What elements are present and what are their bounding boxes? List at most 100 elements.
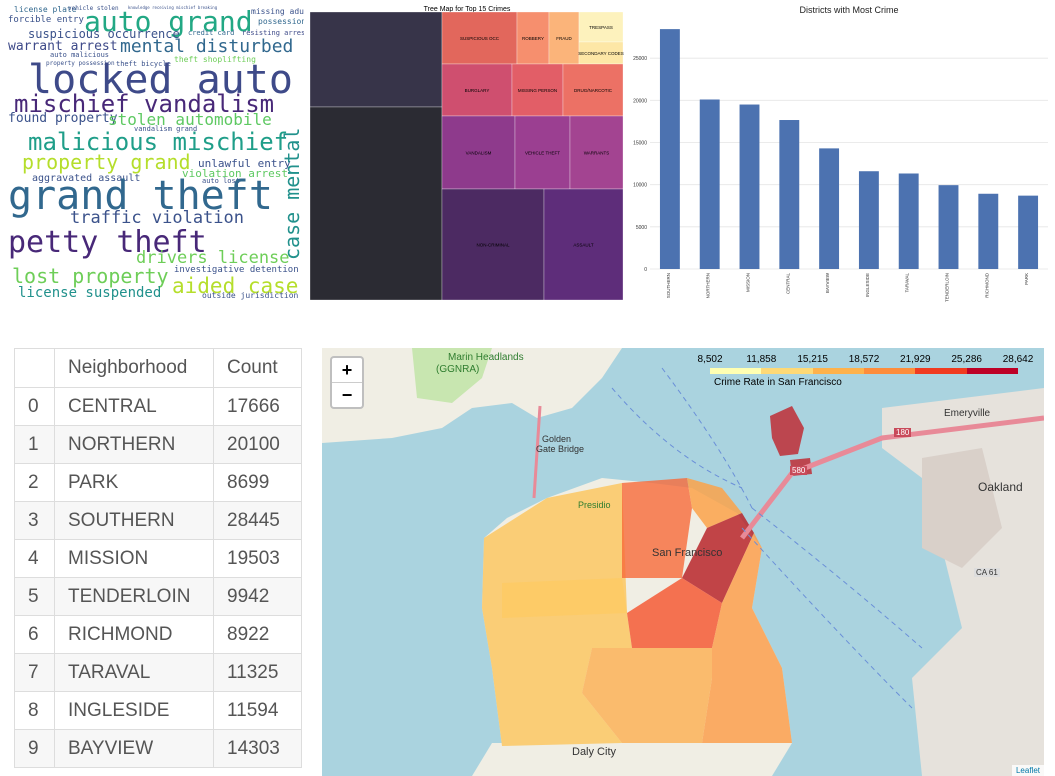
x-tick-label: PARK xyxy=(1024,273,1029,285)
treemap-cell-label: VEHICLE THEFT xyxy=(525,151,560,156)
crime-map[interactable]: + − 8,502 11,858 15,215 18,572 21,929 25,286 2… xyxy=(322,348,1044,776)
word-cloud-term: knowledge receiving mischief breaking xyxy=(128,5,218,10)
treemap-cell-label: FRAUD xyxy=(556,36,572,41)
bar-chart: Districts with Most Crime 0 5000 10000 15000… xyxy=(628,2,1055,302)
word-cloud-term: mental disturbed xyxy=(120,36,294,57)
row-index: 4 xyxy=(14,539,55,578)
row-neighborhood: SOUTHERN xyxy=(54,501,214,540)
x-tick-label: TARAVAL xyxy=(905,273,910,293)
district-central[interactable] xyxy=(687,478,742,528)
x-tick-label: TENDERLOIN xyxy=(945,273,950,302)
place-ggnra: (GGNRA) xyxy=(436,364,480,375)
route-180: 180 xyxy=(894,428,912,437)
chart-title: Districts with Most Crime xyxy=(799,5,898,15)
table-header-row: Neighborhood Count xyxy=(14,348,302,388)
bar xyxy=(938,185,959,269)
treemap-cell-label: SUSPICIOUS OCC xyxy=(460,36,500,41)
legend-ticks: 8,502 11,858 15,215 18,572 21,929 25,286 28,64… xyxy=(697,354,1033,368)
word-cloud-term: license suspended xyxy=(18,285,162,300)
district-mission[interactable] xyxy=(627,578,722,648)
row-count: 17666 xyxy=(213,387,302,426)
treemap-cell xyxy=(441,188,545,301)
word-cloud-term: locked auto xyxy=(28,57,293,103)
zoom-control: + − xyxy=(330,356,364,409)
bar xyxy=(739,104,760,270)
word-cloud-term: missing adult xyxy=(251,7,304,16)
treemap-cell xyxy=(543,188,624,301)
treemap-chart: Tree Map for Top 15 Crimes SUSPICIOUS OCC… xyxy=(310,2,624,302)
route-580: 580 xyxy=(790,466,808,475)
word-cloud-term: unlawful entry xyxy=(198,157,291,170)
treemap-cell-label: TRESPASS xyxy=(589,25,613,30)
word-cloud-term: found property xyxy=(8,111,118,126)
district-bayview[interactable] xyxy=(702,533,792,743)
legend-swatch xyxy=(710,368,762,374)
place-golden-gate-2: Gate Bridge xyxy=(536,444,585,454)
district-southern[interactable] xyxy=(682,513,754,603)
row-index: 8 xyxy=(14,691,55,730)
row-count: 11594 xyxy=(213,691,302,730)
x-tick-label: RICHMOND xyxy=(984,272,989,297)
word-cloud-term: investigative detention xyxy=(174,265,299,275)
word-cloud-term: possession xyxy=(258,17,304,26)
word-cloud-term: warrant arrest xyxy=(8,39,118,54)
treemap-cell xyxy=(441,63,513,117)
treemap-cell xyxy=(310,11,443,108)
table-row: 2 PARK 8699 xyxy=(14,463,302,502)
table-row: 5 TENDERLOIN 9942 xyxy=(14,577,302,616)
bar xyxy=(819,148,840,269)
row-count: 14303 xyxy=(213,729,302,768)
golden-gate-bridge xyxy=(532,405,542,499)
row-count: 19503 xyxy=(213,539,302,578)
zoom-out-button[interactable]: − xyxy=(332,382,362,407)
place-presidio: Presidio xyxy=(578,500,611,510)
map-basemap[interactable] xyxy=(322,348,1044,776)
treemap-cell xyxy=(310,106,443,301)
row-index: 6 xyxy=(14,615,55,654)
oakland-industrial xyxy=(922,448,1002,568)
district-treasure-island[interactable] xyxy=(770,406,804,456)
table-row: 6 RICHMOND 8922 xyxy=(14,615,302,654)
word-cloud-term: theft shoplifting xyxy=(174,55,256,64)
treemap-cell xyxy=(562,63,624,117)
word-cloud-term: suspicious occurrence xyxy=(28,27,180,41)
treemap-cell xyxy=(511,63,564,117)
leaflet-attribution[interactable]: Leaflet xyxy=(1011,765,1044,776)
y-tick-label: 5000 xyxy=(636,225,647,231)
district-park[interactable] xyxy=(502,578,627,618)
legend-tick: 21,929 xyxy=(900,354,931,365)
word-cloud-term: auto lost xyxy=(202,177,240,185)
word-cloud-term: petty theft xyxy=(8,225,207,260)
word-cloud-term: aided case xyxy=(172,274,299,298)
row-index: 5 xyxy=(14,577,55,616)
row-neighborhood: NORTHERN xyxy=(54,425,214,464)
row-neighborhood: CENTRAL xyxy=(54,387,214,426)
treemap-cell-label: WARRANTS xyxy=(584,151,610,156)
y-tick-label: 25000 xyxy=(633,56,647,62)
legend-tick: 15,215 xyxy=(797,354,828,365)
place-san-francisco: San Francisco xyxy=(652,547,723,559)
place-golden-gate-1: Golden xyxy=(542,434,572,444)
treemap-cell-label: VANDALISM xyxy=(466,151,492,156)
word-cloud-term: malicious mischief xyxy=(28,128,289,156)
word-cloud-term: auto malicious xyxy=(50,51,110,59)
district-northern[interactable] xyxy=(622,478,692,578)
district-ingleside[interactable] xyxy=(582,648,712,743)
row-index: 3 xyxy=(14,501,55,540)
row-count: 9942 xyxy=(213,577,302,616)
word-cloud-term: drivers license xyxy=(136,248,290,268)
treemap-cell-label: DRUG/NARCOTIC xyxy=(574,88,613,93)
table-row: 7 TARAVAL 11325 xyxy=(14,653,302,692)
treemap-cell xyxy=(548,11,580,65)
legend-tick: 18,572 xyxy=(848,354,880,365)
east-bay-land xyxy=(882,388,1044,776)
bar xyxy=(898,173,919,269)
neighborhood-table: Neighborhood Count 0 CENTRAL 17666 1 NORTHER… xyxy=(14,348,304,772)
word-cloud-term: vandalism grand xyxy=(134,125,198,133)
zoom-in-button[interactable]: + xyxy=(341,360,353,380)
table-row: 4 MISSION 19503 xyxy=(14,539,302,578)
treemap-cell-label: SECONDARY CODES xyxy=(578,51,624,56)
legend-swatch xyxy=(761,368,813,374)
route-ca-61: CA 61 xyxy=(974,568,1000,577)
row-count: 28445 xyxy=(213,501,302,540)
